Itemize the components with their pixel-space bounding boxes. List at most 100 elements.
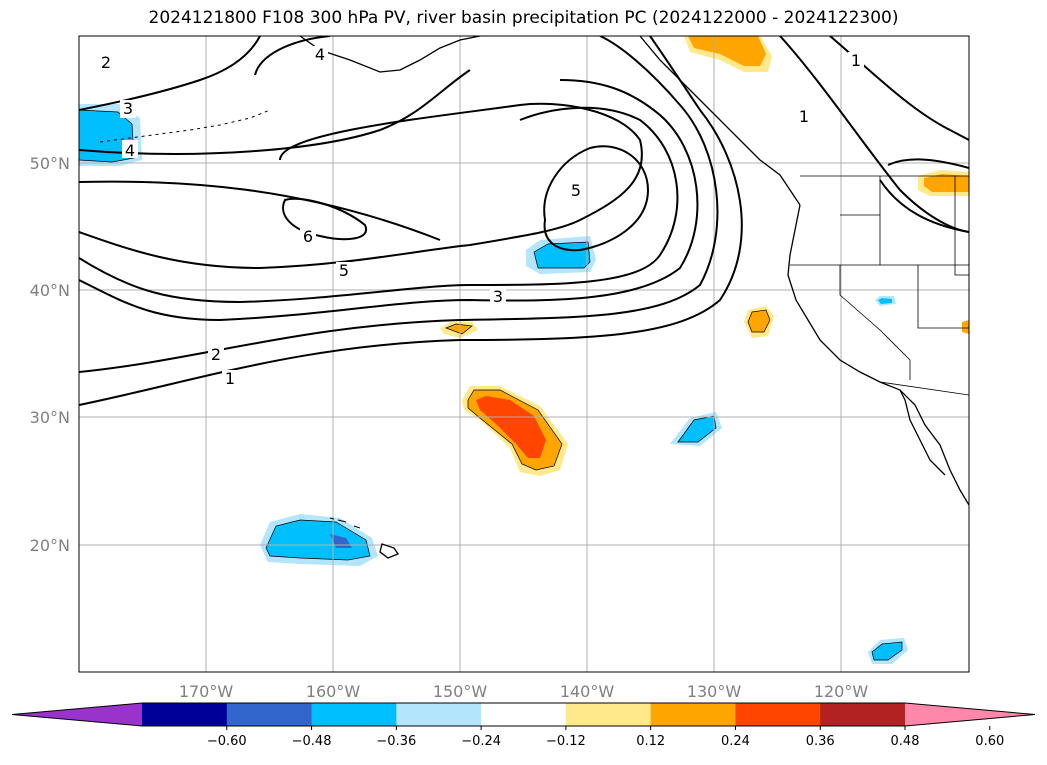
pv-contour-5-inner (543, 145, 650, 252)
colorbar-segment (226, 703, 313, 726)
pv-label-6: 6 (303, 227, 313, 246)
gridlines (79, 36, 969, 672)
colorbar-segment (142, 703, 228, 726)
pv-contour-labels: 1 1 1 2 2 3 3 4 4 5 5 6 (98, 45, 864, 388)
outline-offshore (747, 309, 771, 333)
colorbar-tick-label: −0.12 (546, 734, 586, 749)
pv-contour-3-north (79, 69, 471, 155)
colorbar-tick-label: 0.24 (721, 734, 750, 749)
pv-contour-3-east (887, 158, 969, 169)
colorbar-segment (396, 703, 482, 726)
plot-border (78, 35, 970, 673)
plot-area: 1 1 1 2 2 3 3 4 4 5 5 6 (79, 36, 969, 672)
pv-contour-3 (79, 79, 699, 322)
pv-label-1c: 1 (851, 51, 861, 70)
pv-contour-1-east (779, 36, 969, 233)
longitude-axis: 170°W 160°W 150°W 140°W 130°W 120°W (179, 682, 869, 701)
negative-anomaly-south-core (872, 642, 902, 660)
colorbar-segment (565, 703, 652, 726)
outline-hawaii (265, 519, 371, 561)
state-line-6 (954, 176, 969, 276)
colorbar-extend-low (12, 703, 142, 726)
pv-contour-4-north (79, 180, 441, 241)
state-line-4 (839, 265, 911, 380)
colorbar-segment (481, 703, 567, 726)
latitude-axis: 50°N 40°N 30°N 20°N (30, 154, 70, 555)
state-borders (790, 175, 969, 396)
colorbar-segment (820, 703, 906, 726)
pv-label-4b: 4 (315, 45, 325, 64)
pv-contours (79, 36, 969, 406)
positive-anomaly-small-core (446, 324, 472, 334)
alaska-coast (299, 36, 481, 73)
lon-tick-160: 160°W (306, 682, 361, 701)
colorbar-segment (735, 703, 821, 726)
pv-contour-2-north (79, 36, 261, 111)
outline-south (871, 641, 903, 661)
pv-label-1: 1 (225, 369, 235, 388)
colorbar-outline (11, 702, 1036, 727)
pv-label-5: 5 (339, 261, 349, 280)
colorbar-tick-label: −0.48 (292, 734, 332, 749)
colorbar-tick-label: 0.48 (891, 734, 920, 749)
lat-tick-30: 30°N (30, 408, 70, 427)
positive-anomaly-northeast-core (924, 174, 969, 192)
mexico-border (879, 381, 969, 396)
pv-label-3: 3 (493, 287, 503, 306)
pv-label-1b: 1 (799, 107, 809, 126)
colorbar-tick-label: 0.12 (636, 734, 665, 749)
pv-contour-1-east-2 (829, 36, 969, 141)
baja-coast (899, 389, 946, 476)
lat-tick-20: 20°N (30, 536, 70, 555)
pv-contour-4 (79, 106, 679, 304)
lat-tick-40: 40°N (30, 281, 70, 300)
us-west-coast (787, 204, 969, 506)
negative-anomaly-east-core (678, 416, 716, 442)
lon-tick-120: 120°W (814, 682, 869, 701)
positive-anomaly-central-core (476, 396, 546, 458)
colorbar-segment (650, 703, 736, 726)
negative-anomaly-nw-core (79, 110, 134, 162)
map-title: 2024121800 F108 300 hPa PV, river basin … (148, 8, 899, 28)
pv-contour-2-east (879, 179, 969, 233)
pv-label-4: 4 (125, 141, 135, 160)
precip-anomaly-shading (79, 36, 969, 664)
positive-anomaly-north-core (688, 36, 766, 66)
colorbar-tick-label: −0.24 (461, 734, 501, 749)
outline-central (467, 389, 563, 471)
pv-contour-4-top (254, 36, 331, 76)
colorbar: −0.60 −0.48 −0.36 −0.24 −0.12 0.12 0.24 0.36 0.4… (11, 702, 1036, 749)
hawaii-islands (379, 543, 399, 559)
lon-tick-170: 170°W (179, 682, 234, 701)
lon-tick-150: 150°W (433, 682, 488, 701)
colorbar-tick-label: 0.60 (975, 734, 1004, 749)
pv-contour-2 (79, 36, 719, 373)
colorbar-tick-label: −0.36 (376, 734, 416, 749)
outline-north-central (533, 241, 591, 269)
pv-contour-1 (79, 36, 743, 406)
outline-east (677, 415, 717, 443)
negative-anomaly-hawaii-core (266, 520, 370, 560)
positive-anomaly-offshore-core (748, 310, 770, 332)
outline-small (445, 323, 473, 335)
pv-label-5b: 5 (571, 181, 581, 200)
bc-coast (639, 36, 801, 206)
positive-anomaly-east-edge (962, 320, 969, 334)
negative-anomaly-coast-core (878, 298, 892, 304)
aleutian-islands (99, 109, 271, 143)
colorbar-segment (311, 703, 397, 726)
lon-tick-130: 130°W (687, 682, 742, 701)
pv-label-2: 2 (211, 345, 221, 364)
colorbar-tick-label: 0.36 (806, 734, 835, 749)
ocean-background (79, 36, 969, 672)
negative-anomaly-north-central-core (534, 242, 590, 268)
lat-tick-50: 50°N (30, 154, 70, 173)
hawaii-islands-small (329, 517, 361, 529)
state-line-5 (917, 265, 969, 329)
pv-label-3b: 3 (123, 99, 133, 118)
colorbar-tick-label: −0.60 (207, 734, 247, 749)
pv-label-2b: 2 (101, 53, 111, 72)
coastlines (99, 36, 969, 559)
lon-tick-140: 140°W (560, 682, 615, 701)
